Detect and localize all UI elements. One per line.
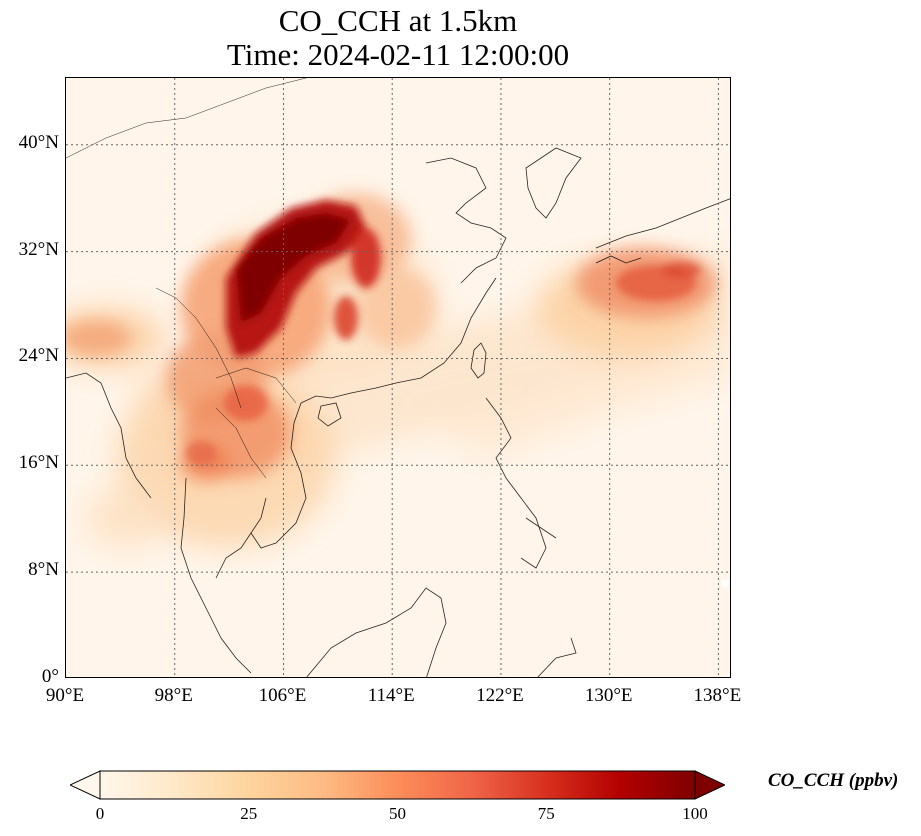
colorbar-max-extension (694, 770, 727, 800)
colorbar-tick-label: 25 (240, 804, 258, 823)
lat-tick-label: 16°N (18, 452, 59, 474)
map-plot-area (65, 77, 731, 678)
lon-tick-label: 98°E (154, 685, 193, 706)
colorbar-gradient (99, 770, 696, 800)
colorbar-tick-label: 0 (95, 804, 105, 823)
lat-tick-label: 40°N (18, 131, 59, 153)
lon-tick-label: 138°E (693, 685, 742, 706)
lon-tick-label: 114°E (367, 685, 415, 706)
colorbar-tick-label: 75 (537, 804, 555, 823)
lon-tick-label: 130°E (584, 685, 633, 706)
co-field-high (186, 200, 701, 465)
title-time: Time: 2024-02-11 12:00:00 (226, 37, 570, 72)
colorbar-min-extension (68, 770, 101, 800)
lat-tick-label: 8°N (28, 559, 59, 581)
missing-data-spot (721, 579, 729, 587)
lat-tick-label: 32°N (18, 238, 59, 260)
lat-tick-label: 24°N (18, 345, 59, 367)
lon-tick-label: 106°E (258, 685, 307, 706)
lon-tick-label: 90°E (45, 685, 85, 706)
lat-tick-label: 0° (41, 666, 59, 687)
colorbar-tick-label: 100 (682, 804, 708, 823)
colorbar-tick-label: 50 (389, 804, 406, 823)
lon-tick-label: 122°E (476, 685, 524, 706)
colorbar-label: CO_CCH (ppbv) (768, 770, 899, 791)
title-variable: CO_CCH at 1.5km (278, 3, 518, 38)
coastlines (66, 78, 730, 677)
concentration-map (66, 78, 730, 677)
colorbar (68, 770, 727, 800)
gridlines (66, 78, 730, 677)
map-title: CO_CCH at 1.5km Time: 2024-02-11 12:00:0… (65, 4, 731, 72)
